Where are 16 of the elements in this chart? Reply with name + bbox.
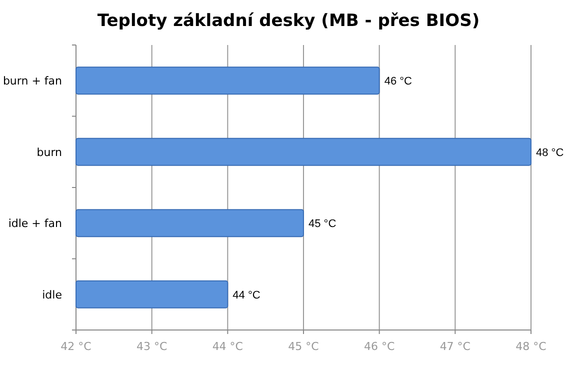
x-tick-label: 43 °C — [136, 340, 168, 353]
x-tick-label: 46 °C — [364, 340, 395, 353]
x-tick-label: 44 °C — [212, 340, 244, 353]
y-tick-label: idle + fan — [8, 217, 62, 230]
data-label: 46 °C — [384, 76, 412, 88]
data-label: 45 °C — [308, 218, 336, 230]
chart-title: Teploty základní desky (MB - přes BIOS) — [97, 11, 480, 31]
y-tick-label: burn + fan — [2, 74, 62, 88]
x-tick-label: 42 °C — [60, 340, 92, 353]
x-tick-label: 47 °C — [440, 340, 471, 353]
data-label: 48 °C — [536, 146, 564, 159]
y-tick-label: burn — [36, 146, 62, 159]
x-tick-label: 48 °C — [516, 340, 547, 353]
x-tick-label: 45 °C — [288, 340, 320, 353]
data-label: 44 °C — [232, 289, 260, 302]
y-tick-label: idle — [42, 288, 62, 302]
